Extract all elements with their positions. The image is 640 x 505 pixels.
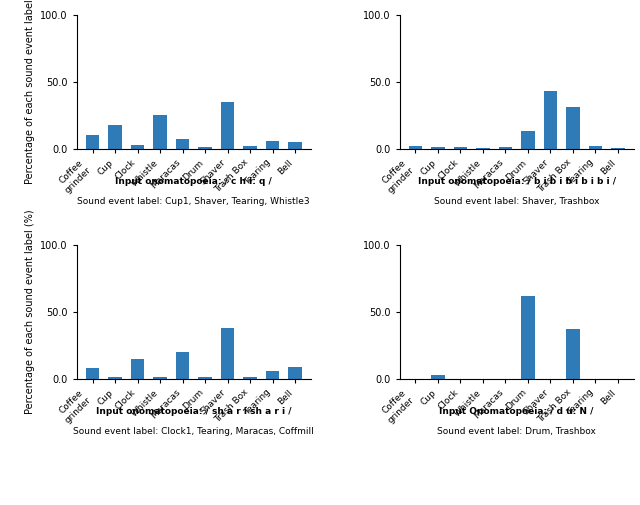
Text: Sound event label: Drum, Trashbox: Sound event label: Drum, Trashbox (437, 427, 596, 436)
Text: Input onomatopoeia: / sh a r i sh a r i /: Input onomatopoeia: / sh a r i sh a r i … (96, 407, 292, 416)
Bar (431, 375, 445, 379)
Bar (131, 359, 144, 379)
Bar (243, 146, 257, 149)
Bar (176, 352, 189, 379)
Bar (154, 377, 167, 379)
Bar (431, 147, 445, 149)
Text: Sound event label: Cup1, Shaver, Tearing, Whistle3: Sound event label: Cup1, Shaver, Tearing… (77, 197, 310, 206)
Bar (409, 146, 422, 149)
Bar (589, 146, 602, 149)
Text: Sound event label: Clock1, Tearing, Maracas, Coffmill: Sound event label: Clock1, Tearing, Mara… (74, 427, 314, 436)
Bar (611, 148, 625, 149)
Text: Input onomatopoeia: / b i b i b i b i b i /: Input onomatopoeia: / b i b i b i b i b … (418, 177, 616, 186)
Bar (198, 377, 212, 379)
Bar (476, 148, 490, 149)
Bar (521, 296, 534, 379)
Y-axis label: Percentage of each sound event label (%): Percentage of each sound event label (%) (25, 0, 35, 184)
Bar (86, 135, 99, 149)
Bar (266, 371, 279, 379)
Y-axis label: Percentage of each sound event label (%): Percentage of each sound event label (%) (25, 210, 35, 414)
Text: Sound event label: Shaver, Trashbox: Sound event label: Shaver, Trashbox (434, 197, 600, 206)
Bar (499, 147, 512, 149)
Bar (154, 116, 167, 149)
Bar (176, 139, 189, 149)
Bar (266, 141, 279, 149)
Text: Input onomatopoeia: / c h i: q /: Input onomatopoeia: / c h i: q / (115, 177, 272, 186)
Bar (566, 108, 580, 149)
Bar (108, 377, 122, 379)
Bar (454, 147, 467, 149)
Bar (221, 328, 234, 379)
Bar (543, 91, 557, 149)
Bar (288, 367, 301, 379)
Text: Input Onomatopoeia: / d u: N /: Input Onomatopoeia: / d u: N / (440, 407, 594, 416)
Bar (521, 131, 534, 149)
Bar (288, 142, 301, 149)
Bar (566, 329, 580, 379)
Bar (131, 145, 144, 149)
Bar (198, 147, 212, 149)
Bar (108, 125, 122, 149)
Bar (86, 368, 99, 379)
Bar (221, 102, 234, 149)
Bar (243, 377, 257, 379)
